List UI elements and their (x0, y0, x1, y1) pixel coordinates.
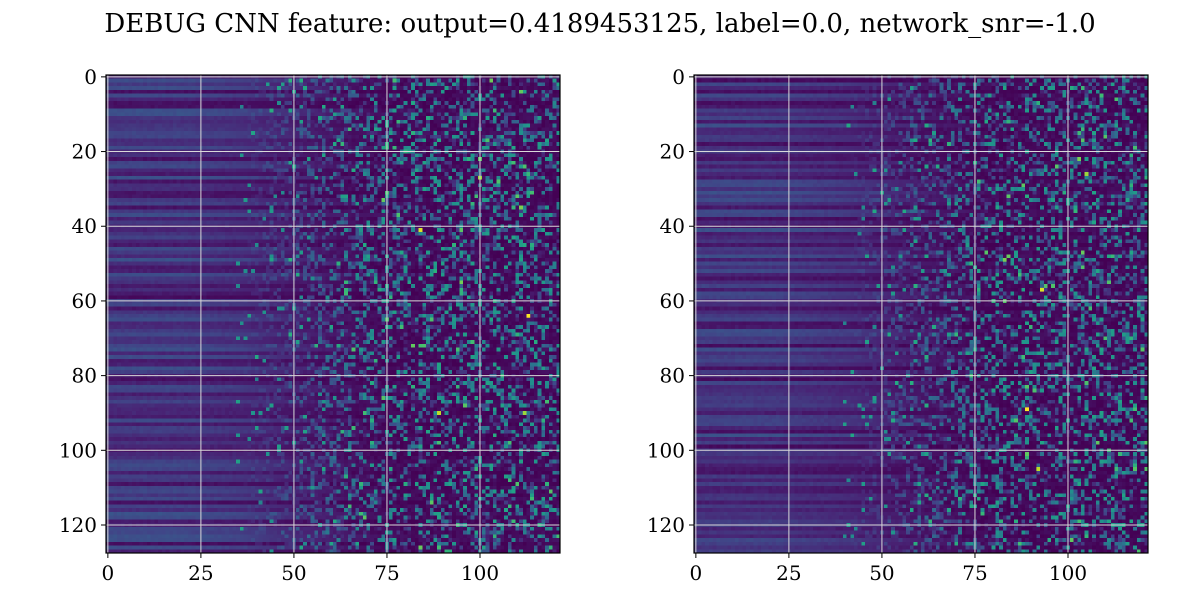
x-tick-label: 50 (869, 561, 894, 585)
heatmap-panel-right: 0 25 50 75 100 0 20 40 60 80 100 120 (647, 65, 1149, 585)
heatmap-peak-cell (519, 205, 523, 210)
x-tick-label: 100 (1049, 561, 1087, 585)
x-tick-label: 100 (461, 561, 499, 585)
x-tick-label: 75 (962, 561, 987, 585)
heatmap-peak-cell (522, 411, 527, 415)
heatmap-peak-cell (437, 411, 441, 415)
y-tick-label: 80 (72, 364, 97, 388)
x-tick-label: 25 (188, 561, 213, 585)
axes-frame (693, 74, 1149, 554)
figure-title: DEBUG CNN feature: output=0.4189453125, … (104, 9, 1096, 39)
heatmap-panel-left: 0 25 50 75 100 0 20 40 60 80 100 120 (59, 65, 561, 585)
heatmap-peak-cell (1040, 287, 1044, 292)
y-tick-label: 40 (660, 214, 685, 238)
x-tick-label: 0 (101, 561, 114, 585)
heatmap-peak-cell (1025, 407, 1029, 412)
heatmap-image (694, 75, 1148, 553)
y-tick-label: 60 (72, 289, 97, 313)
heatmap-peak-cell (418, 228, 423, 232)
y-tick-label: 100 (647, 438, 685, 462)
y-tick-label: 60 (660, 289, 685, 313)
y-tick-label: 120 (59, 513, 97, 537)
x-tick-label: 75 (374, 561, 399, 585)
heatmap-peak-cell (1036, 467, 1041, 471)
axes-frame (105, 74, 561, 554)
heatmap-peak-cell (526, 314, 531, 318)
y-tick-label: 0 (84, 65, 97, 89)
y-tick-label: 80 (660, 364, 685, 388)
y-tick-label: 100 (59, 438, 97, 462)
y-tick-label: 120 (647, 513, 685, 537)
x-tick-label: 25 (776, 561, 801, 585)
y-tick-label: 0 (672, 65, 685, 89)
heatmap-peak-cell (1002, 257, 1007, 262)
x-tick-label: 0 (689, 561, 702, 585)
y-tick-label: 20 (72, 140, 97, 164)
heatmap-image (106, 75, 560, 553)
y-tick-label: 40 (72, 214, 97, 238)
heatmap-peak-cell (1084, 172, 1089, 176)
x-tick-label: 50 (281, 561, 306, 585)
heatmap-peak-cell (1077, 157, 1082, 161)
y-tick-label: 20 (660, 140, 685, 164)
